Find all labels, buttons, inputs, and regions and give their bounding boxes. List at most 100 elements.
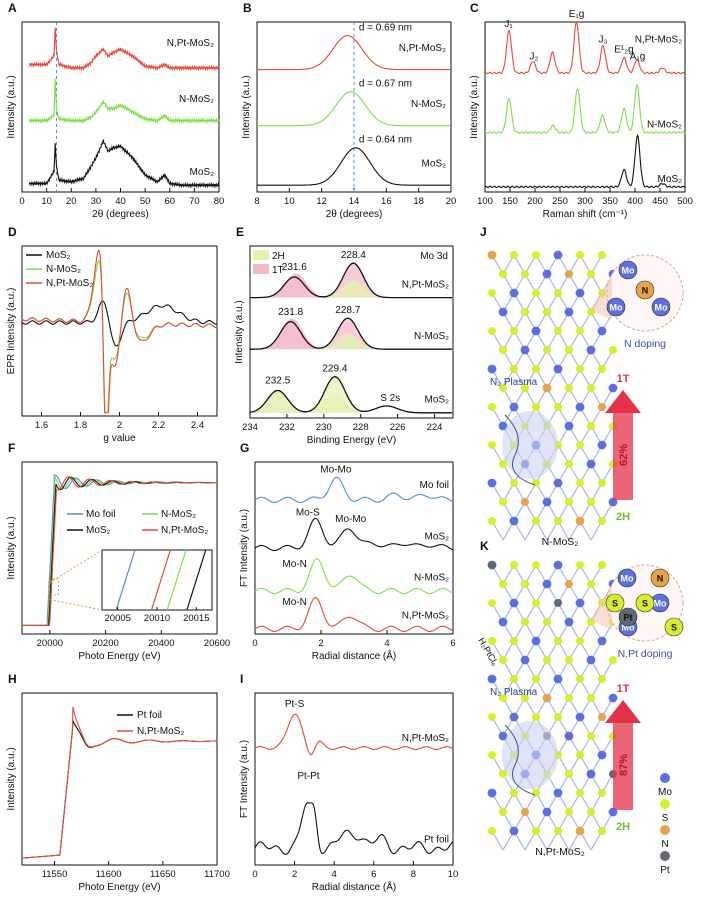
series-red: [254, 713, 454, 756]
series-MoS2: [257, 147, 451, 186]
mo-atom: [553, 364, 563, 374]
atom-label: Mo: [622, 623, 635, 633]
x-axis-label: g value: [103, 433, 136, 444]
x-tick-label: 400: [627, 196, 643, 207]
s-atom: [554, 517, 562, 525]
arrow-head: [605, 390, 641, 413]
mo-atom: [531, 636, 541, 646]
x-tick-label: 11600: [96, 869, 122, 880]
s-atom: [576, 251, 584, 259]
mo-atom: [597, 326, 607, 336]
inset-line: [186, 549, 207, 611]
x-tick-label: 20: [446, 196, 457, 207]
s-atom: [576, 675, 584, 683]
s-atom: [532, 675, 540, 683]
x-tick-label: 500: [677, 196, 693, 207]
mo-atom: [608, 693, 618, 703]
s-atom: [554, 327, 562, 335]
s-atom: [565, 656, 573, 664]
phase-label: 2H: [616, 821, 630, 833]
series-blue: [254, 476, 454, 503]
s-atom: [543, 618, 551, 626]
inset-line: [150, 549, 171, 611]
s-atom: [554, 599, 562, 607]
x-tick-label: 1.8: [74, 420, 87, 431]
x-tick-label: 18: [413, 196, 424, 207]
s-atom: [565, 808, 573, 816]
y-axis-label: EPR Intensity (a.u.): [6, 288, 17, 375]
peak-label: Pt-S: [285, 699, 305, 710]
s-atom: [565, 384, 573, 392]
inset-tick-label: 20015: [183, 613, 209, 624]
component-area: [250, 263, 453, 298]
series-label: N-MoS₂: [179, 94, 214, 105]
plot-frame: [249, 245, 454, 419]
series-N,Pt-MoS2: [257, 35, 451, 71]
panel-letter-B: B: [243, 1, 252, 15]
mo-atom: [498, 617, 508, 627]
s-atom: [598, 827, 606, 835]
s-atom: [488, 751, 496, 759]
x-tick-label: 2: [292, 869, 297, 880]
zoom-cone: [590, 585, 612, 630]
s-atom: [554, 289, 562, 297]
panel-letter-K: K: [480, 539, 489, 553]
x-tick-label: 0: [252, 869, 257, 880]
mo-atom: [564, 307, 574, 317]
mo-atom: [520, 345, 530, 355]
x-tick-label: 0: [252, 638, 257, 649]
peak-label: 231.6: [282, 262, 307, 273]
mo-atom: [586, 769, 596, 779]
s-atom: [576, 365, 584, 373]
s-atom: [488, 441, 496, 449]
mo-atom: [597, 440, 607, 450]
inset-connector: [49, 599, 103, 611]
precursor-label: H₂PtCl₆: [476, 636, 500, 668]
mo-atom: [597, 636, 607, 646]
panel-D: 1.6 1.8 2 2.2 2.4 g value EPR Intensity (a.u.)…: [6, 245, 218, 444]
s-atom: [543, 308, 551, 316]
mo-atom: [542, 383, 552, 393]
mo-atom: [542, 807, 552, 817]
y-axis-label: Intensity (a.u.): [6, 75, 17, 138]
mo-atom: [487, 788, 497, 798]
peak-label: Mo-Mo: [320, 464, 352, 475]
atom-label: S: [671, 623, 677, 633]
schematic-caption: N-MoS₂: [542, 536, 579, 548]
mo-atom: [651, 297, 671, 317]
x-tick-label: 10: [448, 869, 459, 880]
s-atom: [488, 637, 496, 645]
zoom-circle-J: Mo Mo Mo N: [590, 254, 684, 332]
mo-atom: [542, 579, 552, 589]
d-spacing-label: d = 0.69 nm: [359, 23, 412, 34]
mo-atom: [509, 516, 519, 526]
x-tick-label: 11650: [150, 869, 176, 880]
x-tick-label: 14: [349, 196, 360, 207]
atom-label: Mo: [610, 303, 623, 313]
atom-label: S: [612, 599, 618, 609]
peak-label: Mo-N: [282, 597, 306, 608]
s-atom: [543, 346, 551, 354]
s-atom: [598, 789, 606, 797]
panel-letter-J: J: [480, 225, 487, 239]
s-atom: [521, 384, 529, 392]
s-atom: [565, 346, 573, 354]
x-tick-label: 8: [411, 869, 416, 880]
s-atom: [532, 827, 540, 835]
s-atom: [587, 270, 595, 278]
phase-label: 2H: [616, 511, 630, 523]
plasma-glow: [502, 411, 558, 479]
legend-label: N,Pt-MoS₂: [161, 525, 208, 536]
mo-atom: [487, 250, 497, 260]
s-atom: [587, 422, 595, 430]
lattice-J: [487, 250, 618, 541]
mo-atom: [575, 712, 585, 722]
mo-atom: [509, 826, 519, 836]
mo-atom: [487, 478, 497, 488]
mo-atom: [553, 788, 563, 798]
x-tick-label: 224: [427, 422, 443, 433]
s-atom: [587, 498, 595, 506]
inset-line: [166, 549, 187, 611]
legend-label: MoS₂: [86, 525, 111, 536]
s-atom: [565, 694, 573, 702]
